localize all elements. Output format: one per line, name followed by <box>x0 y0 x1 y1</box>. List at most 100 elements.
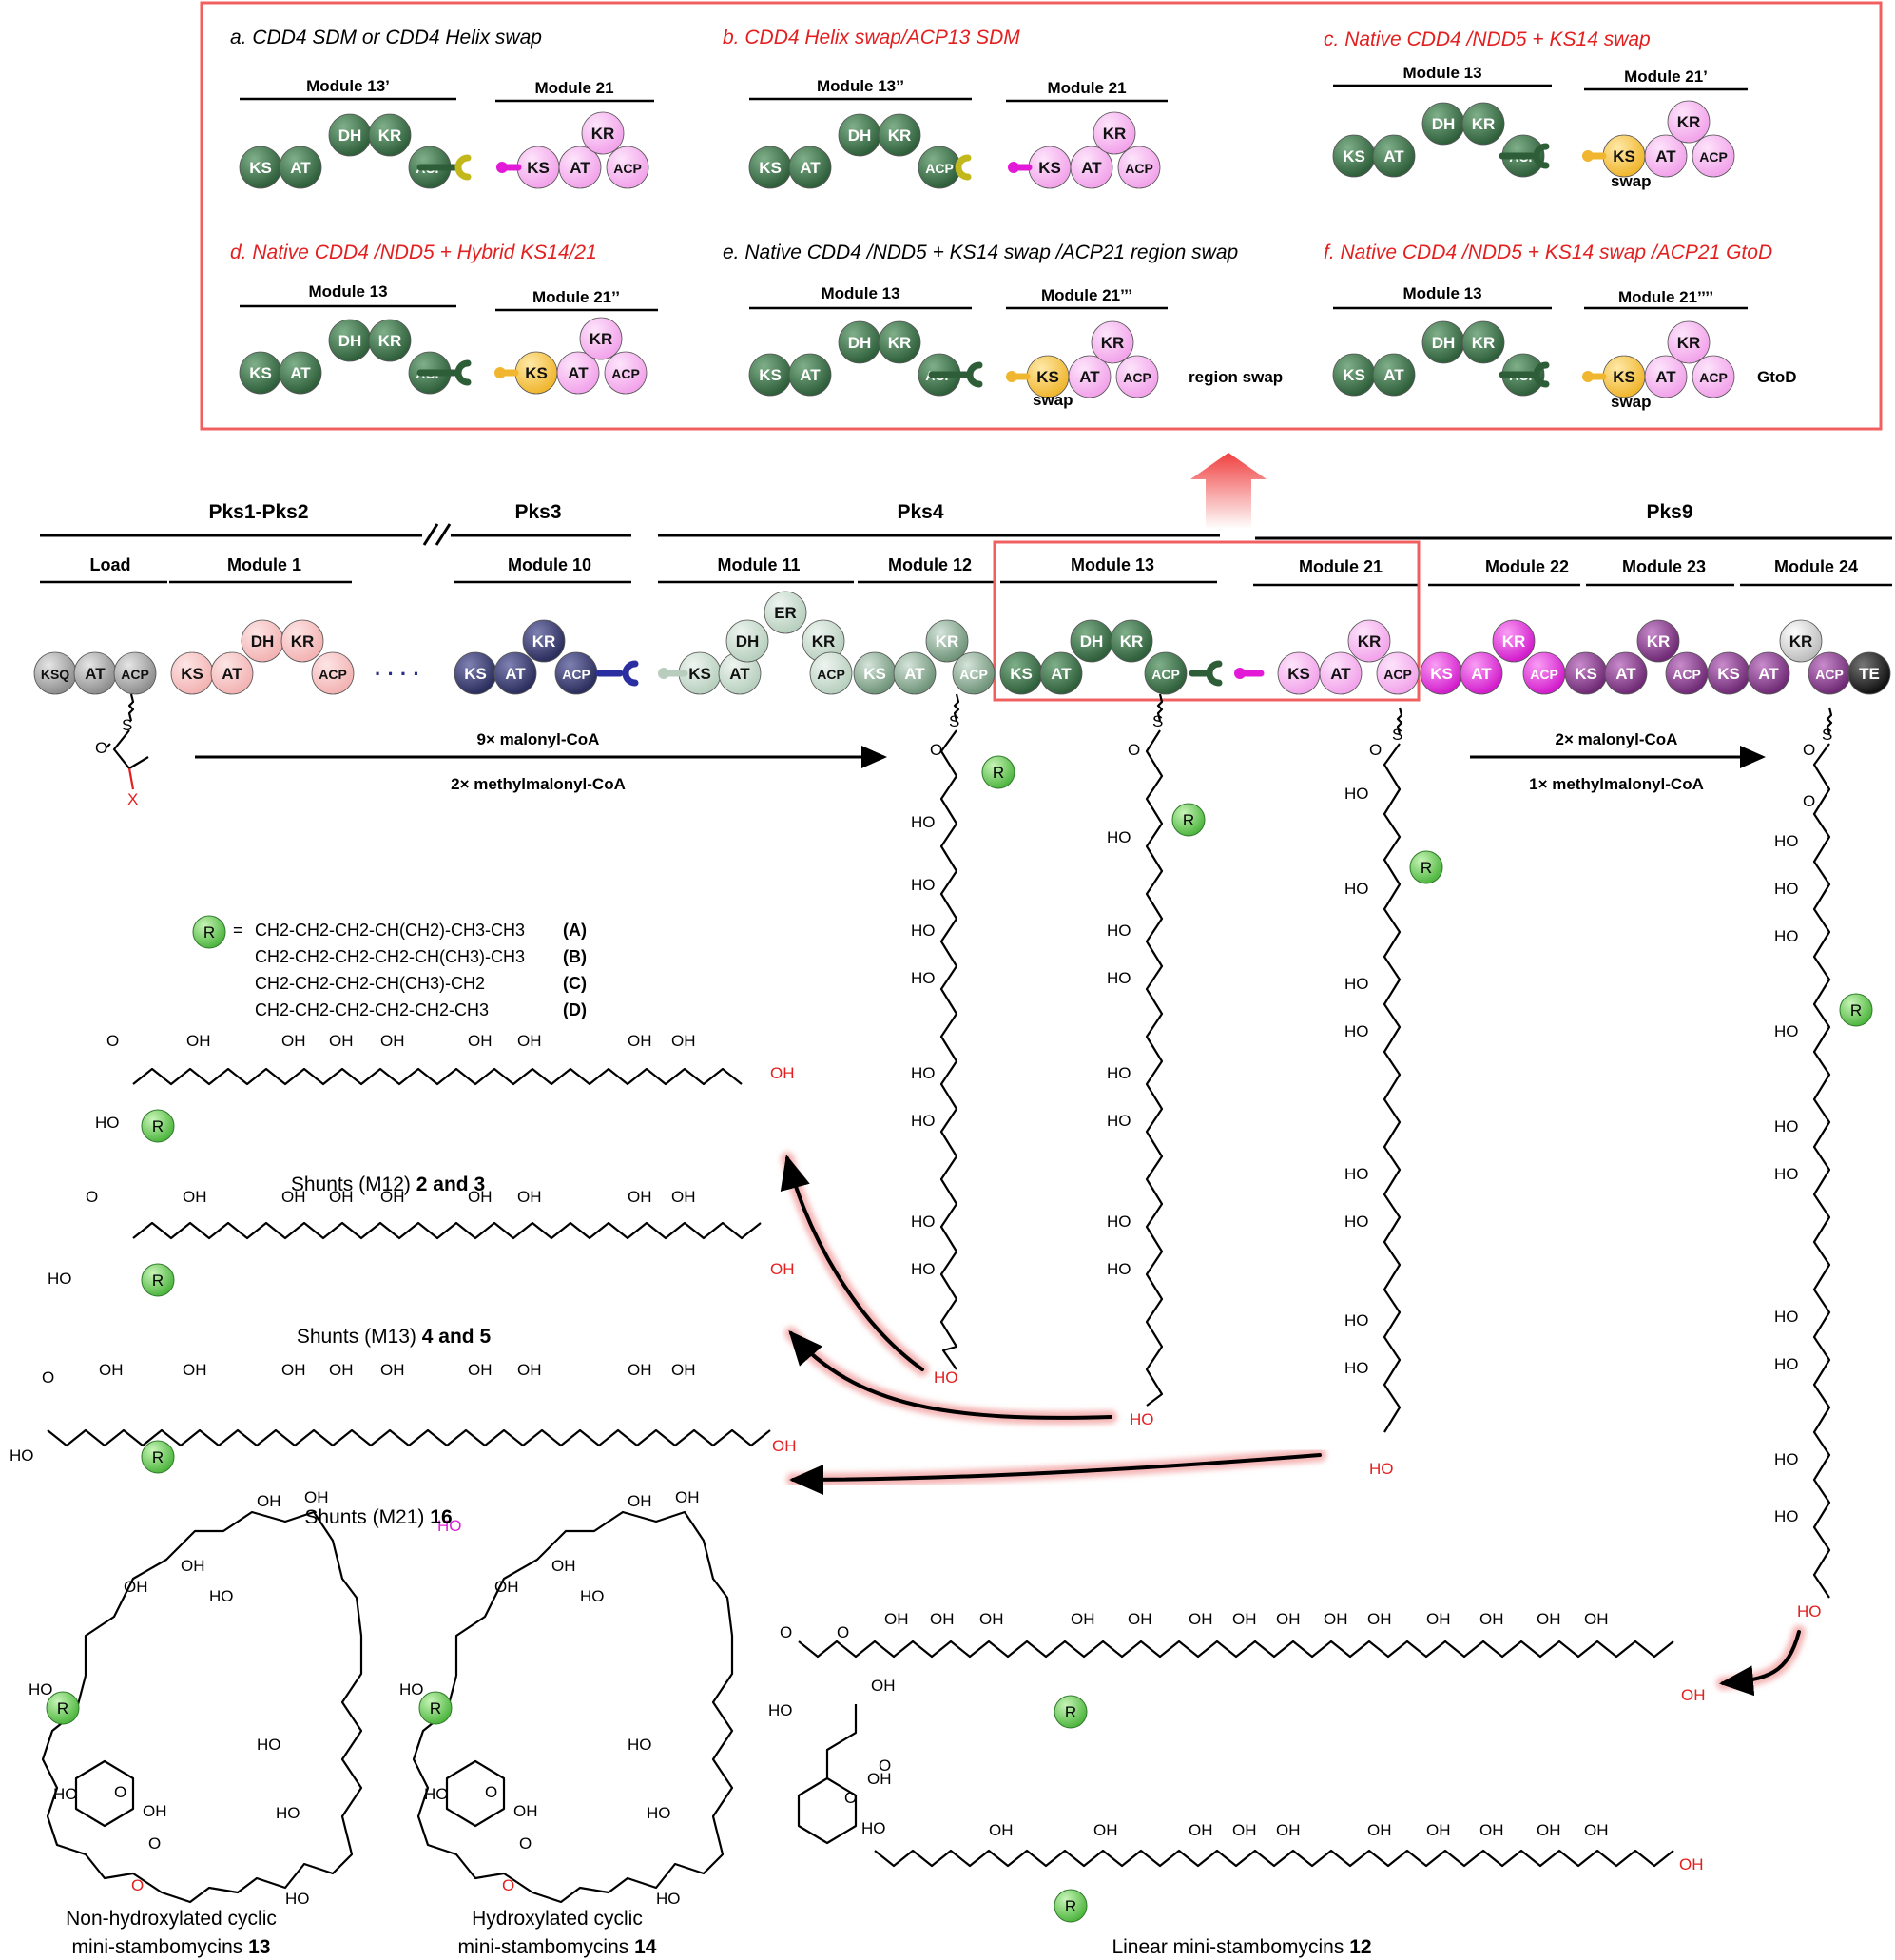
structures <box>41 693 1833 1904</box>
r-group-1: R <box>981 755 1015 789</box>
mc13-ho-ring: HO <box>53 1785 78 1803</box>
lin-oh-0: OH <box>884 1610 909 1628</box>
domain-m12-ks-label: KS <box>863 665 886 683</box>
panel-f-m21-kr: KR <box>1667 320 1711 364</box>
panel-e-title: e. Native CDD4 /NDD5 + KS14 swap /ACP21 … <box>723 242 1238 263</box>
r-group-2: R <box>1171 803 1206 837</box>
panel-d-m21-ks: KS <box>514 351 558 395</box>
r-legend-b-code: (B) <box>563 947 587 966</box>
mc14-ho-2: HO <box>647 1804 671 1822</box>
s21-oh-5: OH <box>517 1361 542 1379</box>
mc14-link-o: O <box>502 1876 514 1894</box>
s21-oh-a: OH <box>99 1361 124 1379</box>
m21-ho-0: HO <box>1344 785 1369 803</box>
m13-terminal-ho: HO <box>1130 1410 1154 1428</box>
lin-oh-3: OH <box>1071 1610 1095 1628</box>
s21-ho: HO <box>10 1446 34 1465</box>
module-dots: · · · · <box>375 662 420 686</box>
domain-m10-kr-label: KR <box>532 632 556 650</box>
mc14-ho-0: HO <box>580 1587 605 1605</box>
mc14-oh-1: OH <box>628 1492 652 1510</box>
lin-oh-7: OH <box>1276 1610 1301 1628</box>
panel-c-m21-ks: KS <box>1602 134 1646 178</box>
domain-m12-kr-label: KR <box>936 632 959 650</box>
domain-m11-at-label: AT <box>729 665 750 683</box>
m24-sulfur: S <box>1822 726 1832 744</box>
module-23: Module 23 <box>1622 557 1706 576</box>
r-group-label-4: R <box>1850 1001 1862 1019</box>
m24-keto: O <box>1803 792 1815 810</box>
panel-module-labels: Module 13’ Module 21 Module 13’’ Module … <box>240 64 1748 312</box>
lin12-oh-8: OH <box>1537 1821 1561 1839</box>
panel-f-m21-ks-label: KS <box>1613 368 1635 386</box>
domain-m22-at: AT <box>1460 651 1503 695</box>
domain-m24-ks-label: KS <box>1717 665 1740 683</box>
domain-m24-kr-label: KR <box>1789 632 1813 650</box>
s12-oh-5: OH <box>517 1032 542 1050</box>
m13-ho-0: HO <box>1107 828 1131 846</box>
m24-oxo: O <box>1803 741 1815 759</box>
arrow-left-bottom: 2× methylmalonyl-CoA <box>451 775 626 793</box>
pks-group-pks9: Pks9 <box>1646 501 1692 523</box>
m21-terminal-ho: HO <box>1369 1460 1394 1478</box>
domain-m12-at: AT <box>893 651 937 695</box>
panel-a-m21-kr: KR <box>581 111 625 155</box>
panel-e-m13-ks-label: KS <box>759 366 782 384</box>
mc13-oh-ring: OH <box>143 1802 167 1820</box>
panel-d-m21-at: AT <box>556 351 600 395</box>
domain-m23-acp: ACP <box>1665 651 1709 695</box>
m21-ho-3: HO <box>1344 1022 1369 1040</box>
domain-m10-acp-label: ACP <box>562 667 590 682</box>
domain-m23-ks: KS <box>1564 651 1608 695</box>
domain-m21-at: AT <box>1319 651 1363 695</box>
panel-c-m21-acp-label: ACP <box>1699 149 1728 165</box>
panel-f-m13-ks: KS <box>1332 353 1376 397</box>
domain-m24-kr: KR <box>1779 619 1823 663</box>
lin12-ring-o: O <box>844 1789 857 1807</box>
module-13: Module 13 <box>1071 555 1154 574</box>
r-group-label-5: R <box>152 1117 164 1135</box>
domain-load-at-label: AT <box>85 665 106 683</box>
panel-b-m21-acp: ACP <box>1117 146 1161 189</box>
mc14-oh-ring: OH <box>513 1802 538 1820</box>
s13-terminal-oh: OH <box>770 1260 795 1278</box>
m13-ho-6: HO <box>1107 1260 1131 1278</box>
s21-oh-7: OH <box>671 1361 696 1379</box>
panel-d-m13-kr-label: KR <box>378 332 402 350</box>
panel-a-m13-at-label: AT <box>290 159 311 177</box>
r-group-label-3: R <box>1421 859 1432 877</box>
domain-m1-ks-label: KS <box>181 665 203 683</box>
captions: Shunts (M12) 2 and 3 Shunts (M13) 4 and … <box>66 1174 1371 1958</box>
lin12-oh-3: OH <box>1232 1821 1257 1839</box>
domain-load-at: AT <box>73 651 117 695</box>
m24-ho-2: HO <box>1774 927 1799 945</box>
panel-docking <box>416 143 1607 388</box>
domain-m21-acp: ACP <box>1376 651 1420 695</box>
m13-ho-2: HO <box>1107 969 1131 987</box>
module-load: Load <box>90 555 131 574</box>
panel-f-m21-kr-label: KR <box>1677 334 1701 352</box>
lin12-oh-2: OH <box>1189 1821 1213 1839</box>
module-21: Module 21 <box>1299 557 1383 576</box>
arrow-right-bottom: 1× methylmalonyl-CoA <box>1529 775 1704 793</box>
domain-m13-acp-label: ACP <box>1151 667 1180 682</box>
domain-load-ksq: KSQ <box>33 651 77 695</box>
domain-m13-ks: KS <box>999 651 1043 695</box>
m21-ho-7: HO <box>1344 1359 1369 1377</box>
domain-load-acp: ACP <box>113 651 157 695</box>
panel-a-m13-ks-label: KS <box>249 159 272 177</box>
panel-c-m13-dh: DH <box>1421 102 1465 146</box>
m24-ho-3: HO <box>1774 1022 1799 1040</box>
m12-sulfur: S <box>949 712 959 730</box>
panel-a-m13-ks: KS <box>239 146 282 189</box>
module-12: Module 12 <box>888 555 972 574</box>
panel-e-m21-acp: ACP <box>1115 355 1159 398</box>
mc14-ho-3: HO <box>656 1890 681 1908</box>
m21-ho-5: HO <box>1344 1213 1369 1231</box>
panel-d-module-left: Module 13 <box>308 282 387 301</box>
lin-oh-12: OH <box>1537 1610 1561 1628</box>
r-group-label-6: R <box>152 1271 164 1290</box>
m12-ho-2: HO <box>911 922 936 940</box>
panel-e-m21-at: AT <box>1068 355 1112 398</box>
panel-d-m13-ks: KS <box>239 351 282 395</box>
